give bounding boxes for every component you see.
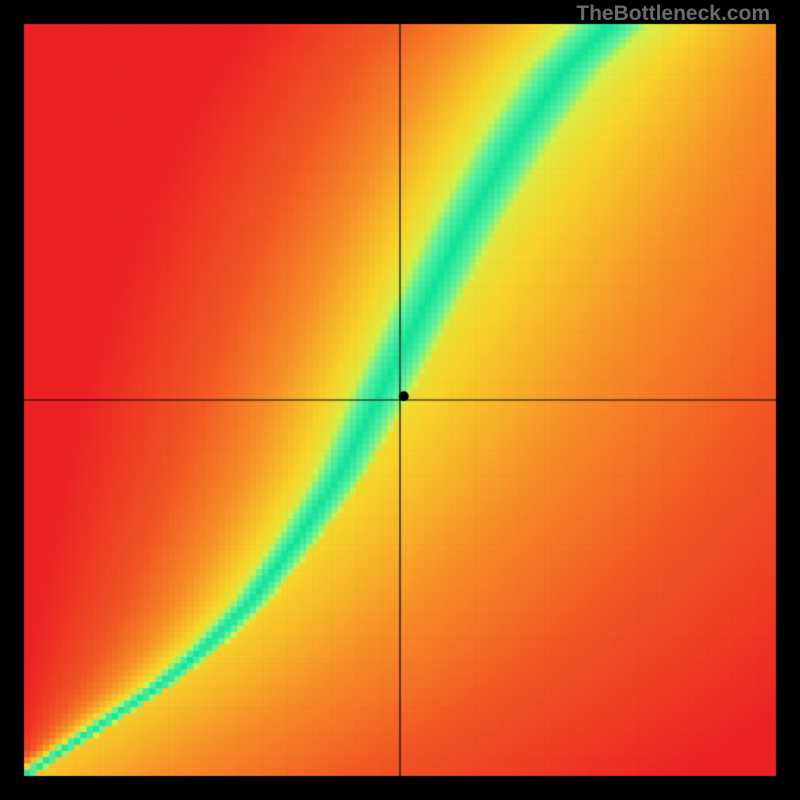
chart-container: TheBottleneck.com [0, 0, 800, 800]
heatmap-canvas [0, 0, 800, 800]
